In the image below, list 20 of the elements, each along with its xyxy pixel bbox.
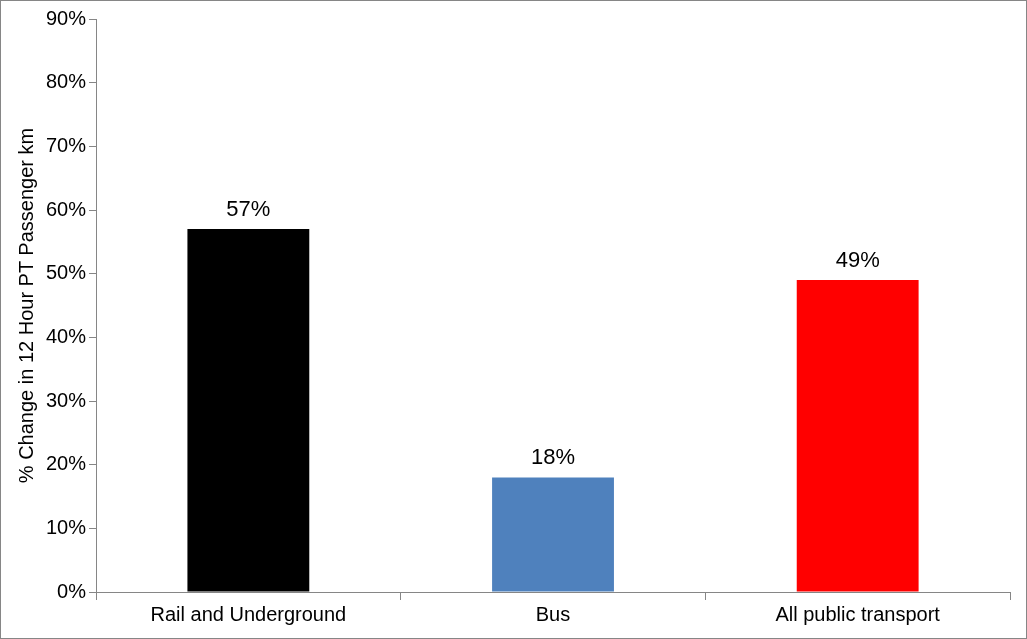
data-label: 57% (226, 196, 271, 222)
y-tick-label: 0% (57, 579, 87, 602)
bar (796, 280, 919, 592)
y-tick-label: 90% (46, 6, 87, 29)
y-axis-title: % Change in 12 Hour PT Passenger km (14, 127, 37, 484)
x-tick-label: Rail and Underground (150, 602, 347, 625)
y-tick-label: 10% (46, 515, 87, 538)
y-tick-label: 50% (46, 261, 87, 284)
bar (187, 229, 310, 592)
y-tick-label: 30% (46, 388, 87, 411)
y-tick-label: 20% (46, 452, 87, 475)
y-tick-label: 80% (46, 70, 87, 93)
data-label: 18% (530, 444, 576, 470)
x-tick-label: All public transport (775, 602, 941, 625)
data-label: 49% (835, 247, 880, 273)
x-tick-label: Bus (535, 602, 571, 625)
y-tick-label: 70% (46, 133, 87, 156)
y-tick-label: 40% (46, 324, 87, 347)
bar (492, 477, 614, 592)
y-tick-label: 60% (46, 197, 87, 220)
